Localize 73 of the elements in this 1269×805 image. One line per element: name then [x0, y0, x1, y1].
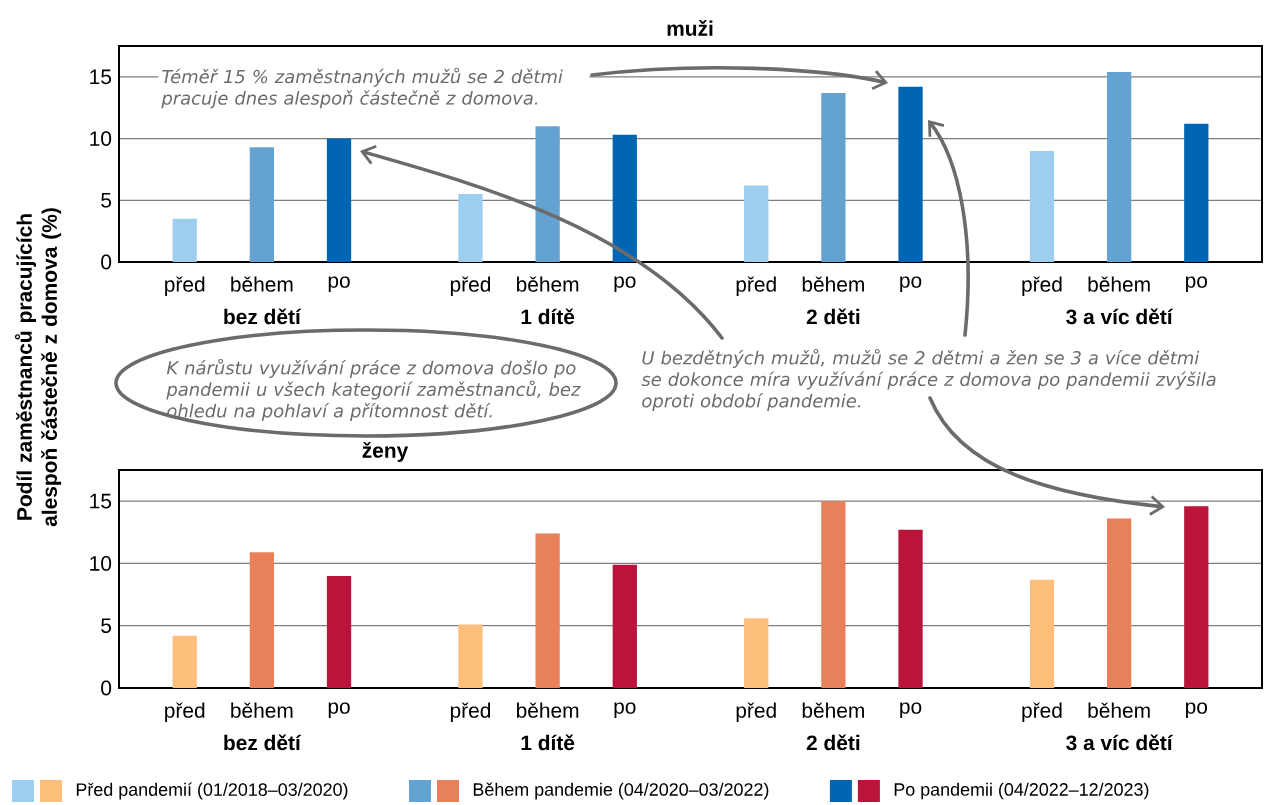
y-tick-label: 5 — [101, 193, 112, 208]
x-tick-label: bez dětí — [224, 308, 302, 325]
bar — [612, 134, 637, 262]
text: po — [614, 276, 636, 292]
text: během — [516, 276, 579, 292]
text: během — [1088, 702, 1150, 718]
text: po — [1185, 702, 1208, 718]
text: po — [1185, 276, 1208, 292]
bar — [898, 86, 923, 262]
x-tick-label: 1 dítě — [521, 308, 575, 325]
text: před — [1022, 276, 1062, 296]
bar — [744, 618, 769, 688]
bar — [612, 564, 637, 688]
y-tick-label: 0 — [101, 254, 112, 270]
text: po — [614, 702, 636, 718]
x-tick-label: 2 děti — [806, 308, 860, 325]
text: během — [802, 276, 864, 292]
bar — [172, 218, 197, 262]
bar — [821, 92, 846, 262]
bar — [535, 126, 560, 262]
text: po — [328, 702, 350, 718]
y-tick-label: 10 — [90, 556, 112, 571]
text: před — [450, 702, 491, 722]
legend-label: Po pandemii (04/2022–12/2023) — [894, 782, 1149, 800]
bar — [458, 624, 483, 688]
text: U bezdětných mužů, mužů se 2 dětmi a žen se 3 a více dětmi se dokonce míra využívání práce z domova po pandemii zvýšila oproti období pandemie. — [641, 348, 1216, 412]
x-tick-label: 2 děti — [806, 734, 860, 751]
bar — [1029, 150, 1055, 262]
legend-label: Během pandemie (04/2020–03/2022) — [473, 782, 769, 800]
bar — [1106, 518, 1132, 688]
bar — [1184, 123, 1209, 262]
bar — [172, 635, 197, 688]
x-tick-label: 1 dítě — [521, 734, 575, 751]
bar — [1029, 579, 1055, 688]
x-tick-label: 3 a víc dětí — [1066, 308, 1174, 325]
bar — [898, 529, 923, 688]
annotation: Téměř 15 % zaměstnaných mužů se 2 dětmi pracuje dnes alespoň částečně z domova. — [161, 67, 563, 109]
text: před — [165, 276, 205, 296]
bar — [326, 575, 352, 688]
x-tick-label: bez dětí — [224, 734, 302, 751]
bar — [1106, 71, 1132, 262]
text: před — [450, 276, 491, 296]
text: během — [231, 702, 293, 718]
text: během — [1088, 276, 1150, 292]
y-tick-label: 0 — [101, 680, 112, 696]
text: po — [900, 702, 922, 718]
text: během — [516, 702, 579, 718]
y-tick-label: 15 — [90, 69, 112, 85]
legend-label: Před pandemií (01/2018–03/2020) — [76, 782, 348, 800]
bar — [249, 147, 275, 262]
bar — [821, 501, 846, 688]
text: během — [802, 702, 864, 718]
bar — [458, 194, 483, 262]
text: po — [328, 276, 350, 292]
bar — [1184, 506, 1209, 688]
bar — [744, 185, 769, 262]
y-tick-label: 5 — [101, 618, 112, 634]
text: K nárůstu využívání práce z domova došlo po pandemii u všech kategorií zaměstnanců, bez ohledu na pohlaví a přítomnost dětí. — [166, 358, 581, 422]
chart-title: ženy — [362, 442, 409, 462]
text: před — [1022, 702, 1062, 722]
y-axis-title: Podíl zaměstnanců pracujících alespoň částečně z domova (%) — [14, 208, 62, 527]
x-tick-label: 3 a víc dětí — [1066, 734, 1174, 751]
text: před — [736, 702, 776, 722]
y-tick-label: 10 — [90, 131, 112, 146]
bar — [249, 552, 275, 688]
bar — [326, 138, 352, 262]
text: před — [736, 276, 776, 296]
y-tick-label: 15 — [90, 493, 112, 509]
text: během — [231, 276, 293, 292]
text: po — [900, 276, 922, 292]
bar — [535, 533, 560, 688]
chart-title: muži — [667, 20, 713, 36]
text: před — [165, 702, 205, 722]
